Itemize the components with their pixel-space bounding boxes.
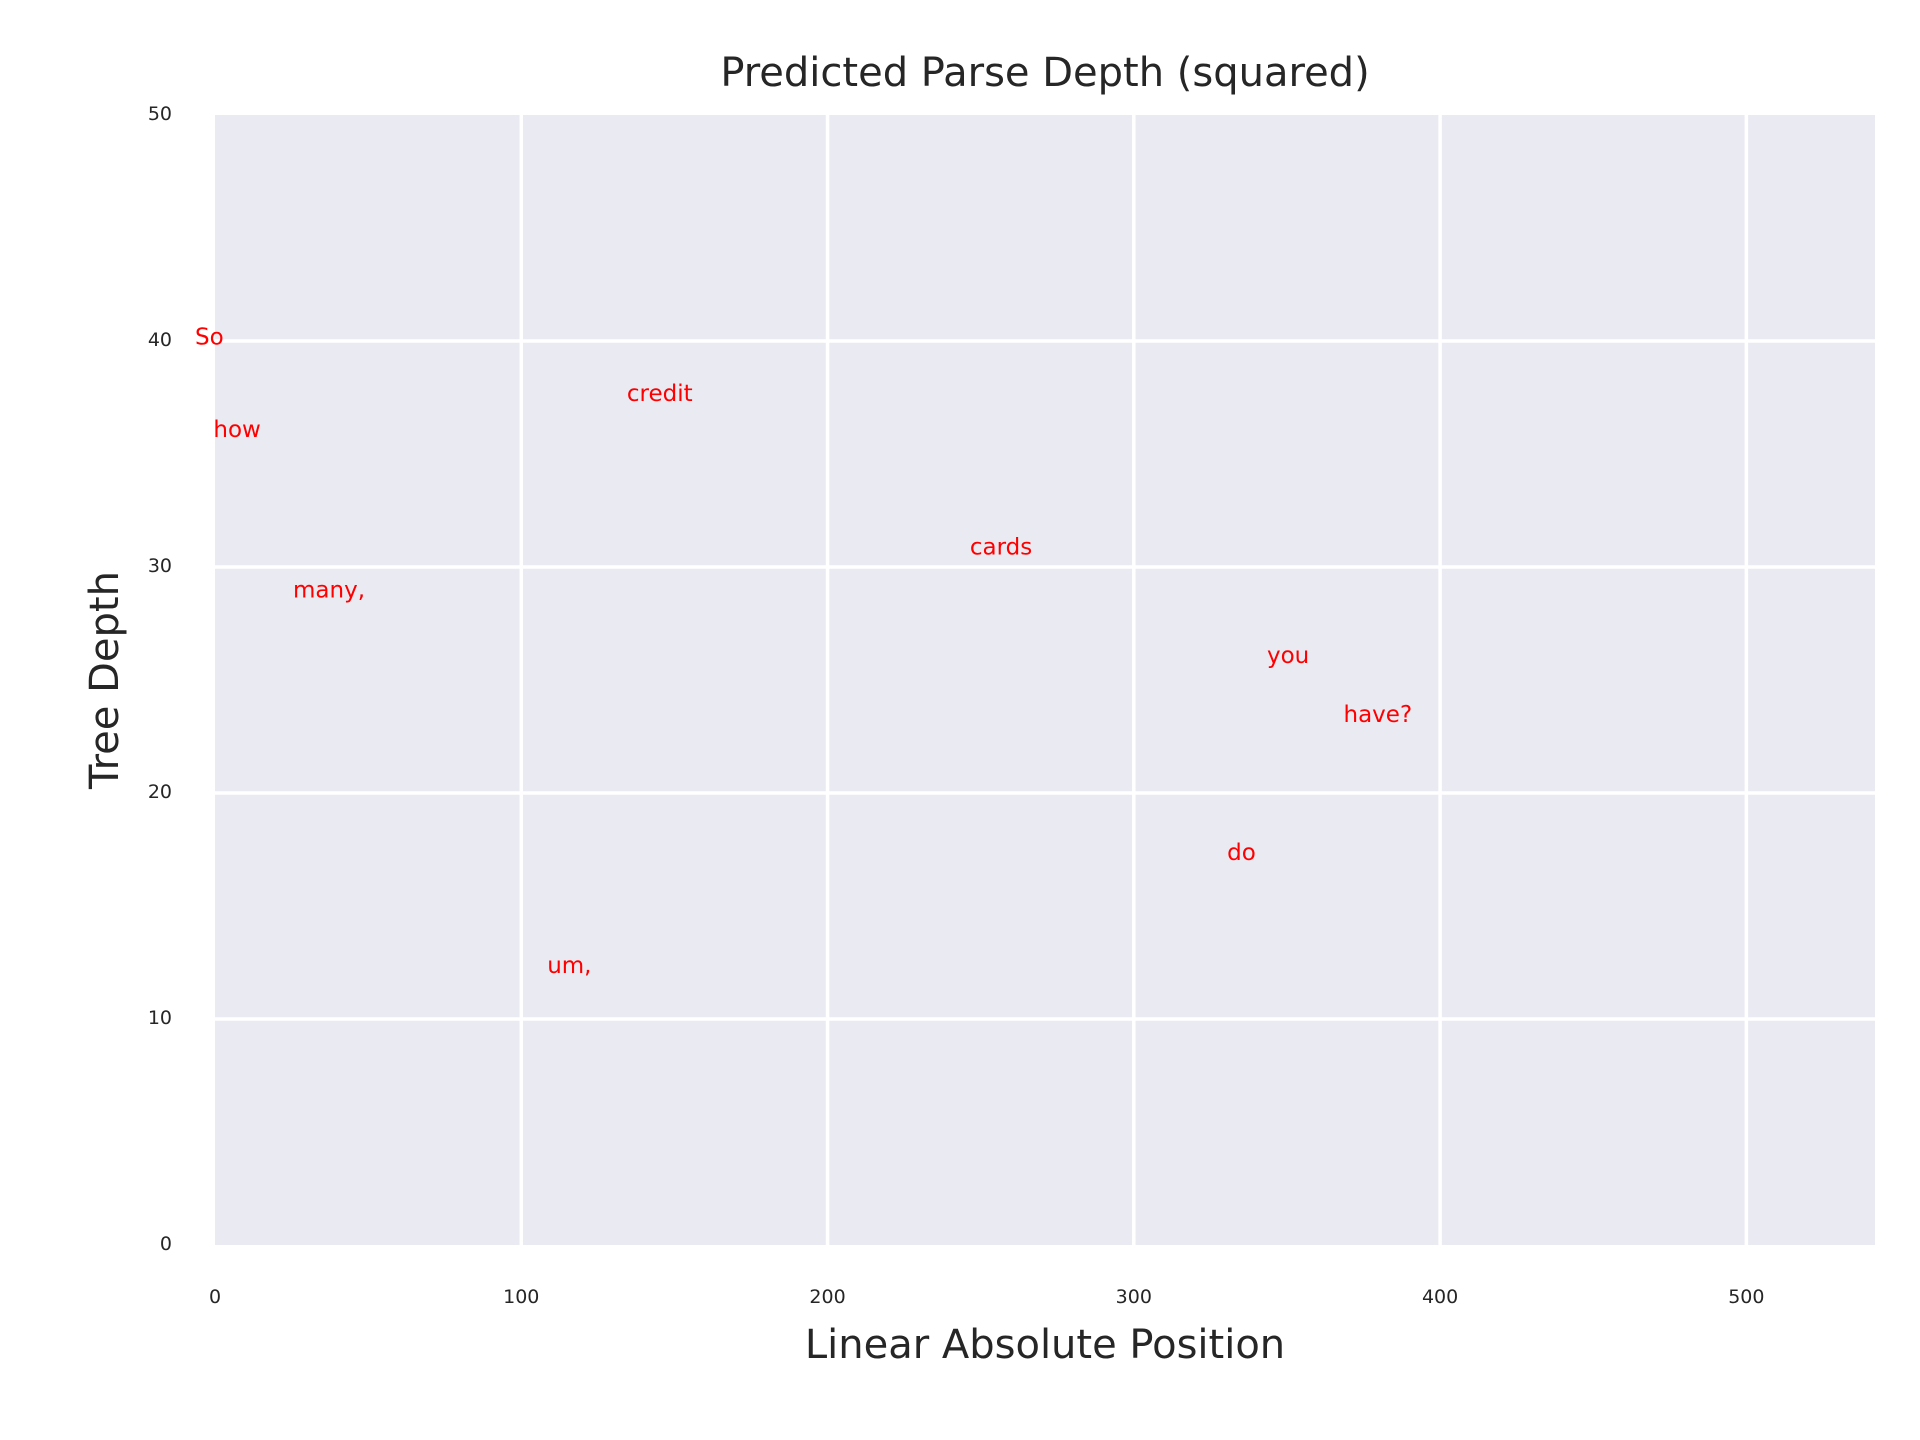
x-axis-label: Linear Absolute Position [805,1322,1285,1368]
word-label: credit [627,381,693,407]
x-tick-label: 400 [1422,1286,1458,1308]
y-axis-label: Tree Depth [82,571,128,790]
x-tick-label: 100 [503,1286,539,1308]
x-tick-labels: 0 100 200 300 400 500 [209,1286,1765,1308]
y-tick-label: 0 [160,1233,172,1255]
y-tick-label: 20 [148,781,172,803]
x-tick-label: 500 [1728,1286,1764,1308]
x-tick-label: 0 [209,1286,221,1308]
grid-lines [215,115,1875,1245]
word-label: you [1267,643,1309,669]
x-tick-label: 200 [809,1286,845,1308]
plot-area [215,115,1875,1245]
word-label: So [195,324,224,350]
y-tick-label: 40 [148,329,172,351]
y-tick-label: 50 [148,103,172,125]
word-label: how [213,417,260,443]
x-tick-label: 300 [1116,1286,1152,1308]
y-tick-label: 30 [148,555,172,577]
y-tick-labels: 0 10 20 30 40 50 [148,103,172,1255]
word-labels: So how many, um, credit cards do you have? [195,324,1412,978]
word-label: cards [970,535,1032,561]
y-tick-label: 10 [148,1007,172,1029]
chart-title: Predicted Parse Depth (squared) [720,50,1369,96]
word-label: have? [1344,702,1413,728]
word-label: do [1227,840,1256,866]
word-label: many, [293,578,365,604]
word-label: um, [547,953,591,979]
